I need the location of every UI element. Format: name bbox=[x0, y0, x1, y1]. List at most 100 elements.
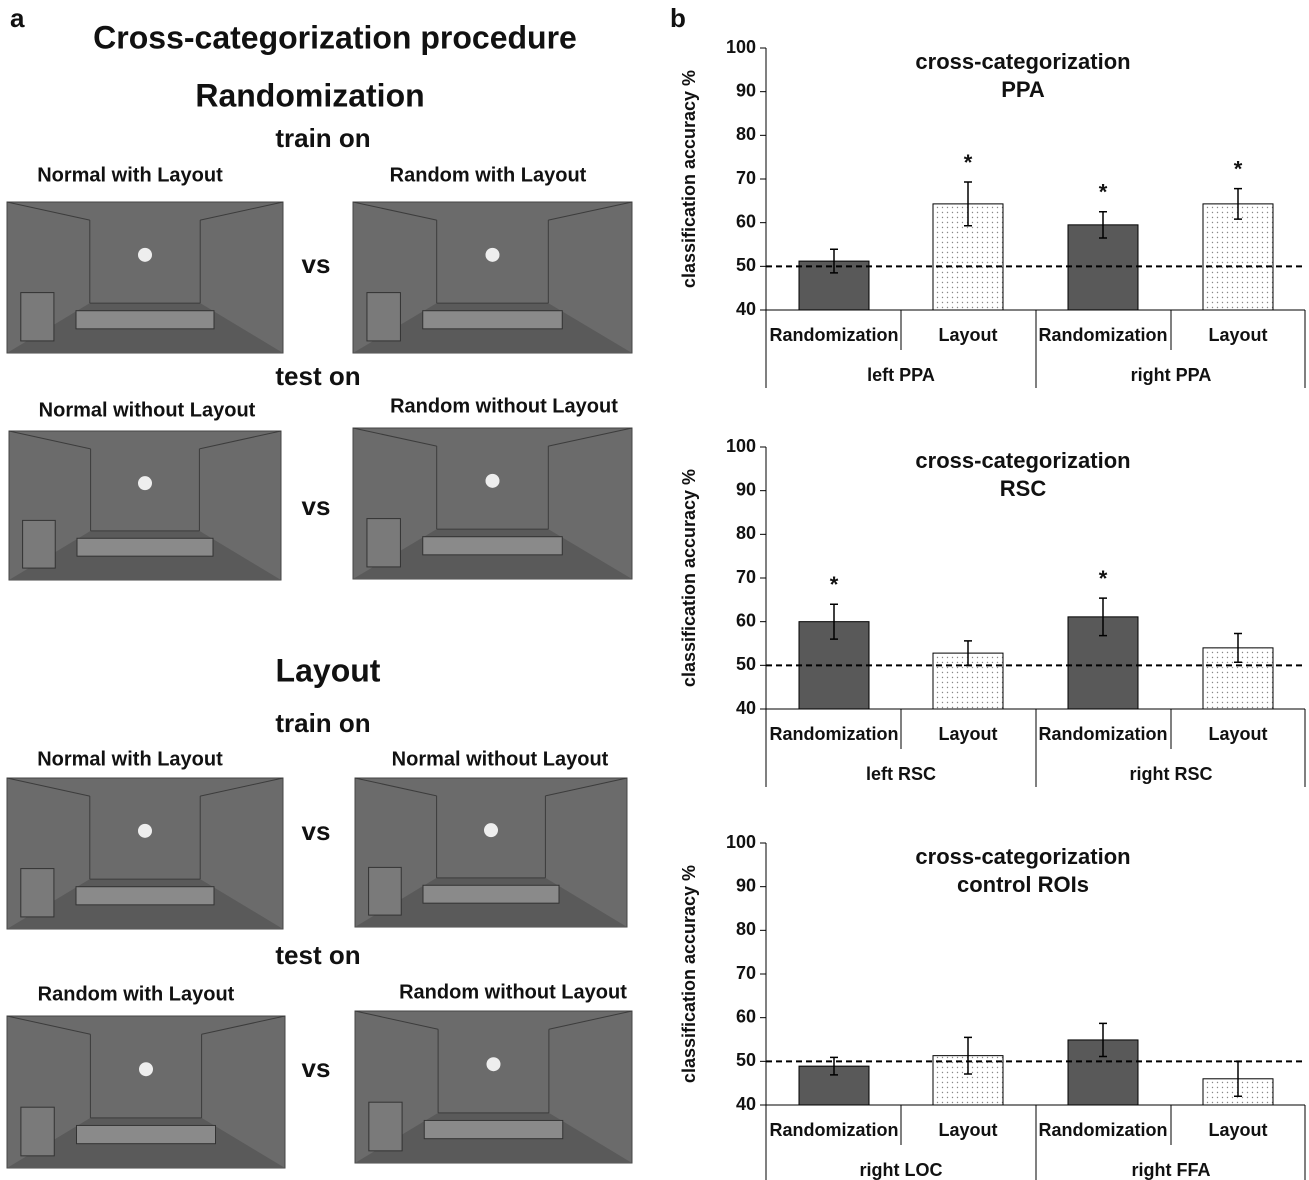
y-tick-label: 80 bbox=[736, 523, 756, 543]
y-tick-label: 80 bbox=[736, 919, 756, 939]
x-tick-label: Layout bbox=[938, 325, 997, 345]
scene-lamp bbox=[138, 248, 152, 262]
y-axis-label: classification accuracy % bbox=[679, 70, 699, 288]
scene-furniture bbox=[423, 537, 563, 555]
x-tick-label: Randomization bbox=[1039, 724, 1168, 744]
scene-image bbox=[355, 1011, 632, 1163]
vs-label: vs bbox=[302, 816, 331, 846]
y-tick-label: 70 bbox=[736, 963, 756, 983]
scene-shelf bbox=[369, 867, 402, 915]
y-tick-label: 60 bbox=[736, 1006, 756, 1026]
scene-furniture bbox=[77, 1125, 216, 1143]
x-tick-label: Randomization bbox=[1039, 325, 1168, 345]
y-tick-label: 40 bbox=[736, 698, 756, 718]
condition-label: Normal without Layout bbox=[39, 399, 256, 421]
chart-title: cross-categorization bbox=[915, 448, 1130, 473]
scene-image bbox=[353, 202, 632, 353]
x-tick-label: Layout bbox=[1208, 724, 1267, 744]
x-tick-label: Randomization bbox=[770, 1120, 899, 1140]
y-tick-label: 70 bbox=[736, 567, 756, 587]
vs-label: vs bbox=[302, 1053, 331, 1083]
y-tick-label: 100 bbox=[726, 832, 756, 852]
scene-shelf bbox=[23, 520, 56, 568]
group-label: right FFA bbox=[1132, 1160, 1211, 1180]
scene-lamp bbox=[139, 1062, 153, 1076]
bar-chart: cross-categorization RSC classification ac… bbox=[679, 436, 1305, 787]
scene-furniture bbox=[76, 887, 214, 905]
significance-marker: * bbox=[964, 150, 973, 175]
y-tick-label: 90 bbox=[736, 875, 756, 895]
procedure: Randomization train on test on Normal with … bbox=[7, 77, 632, 1168]
chart-title: cross-categorization bbox=[915, 49, 1130, 74]
scene-shelf bbox=[367, 293, 400, 341]
test-label: test on bbox=[275, 361, 360, 391]
group-label: left RSC bbox=[866, 764, 936, 784]
panel-label: b bbox=[670, 3, 686, 33]
x-tick-label: Randomization bbox=[1039, 1120, 1168, 1140]
condition-label: Normal with Layout bbox=[37, 164, 223, 186]
scene-image bbox=[7, 778, 283, 929]
scene-image bbox=[353, 428, 632, 579]
scene-shelf bbox=[21, 1107, 54, 1156]
y-tick-label: 40 bbox=[736, 1094, 756, 1114]
bar-chart: cross-categorization control ROIs classifi… bbox=[679, 832, 1305, 1180]
scene-furniture bbox=[423, 885, 559, 903]
scene-image bbox=[7, 1016, 285, 1168]
scene-furniture bbox=[424, 1120, 563, 1138]
scene-image bbox=[9, 431, 281, 580]
train-label: train on bbox=[275, 708, 370, 738]
group-label: left PPA bbox=[867, 365, 935, 385]
condition-label: Random without Layout bbox=[390, 395, 618, 417]
y-axis-label: classification accuracy % bbox=[679, 865, 699, 1083]
scene-shelf bbox=[367, 519, 400, 567]
x-tick-label: Layout bbox=[1208, 1120, 1267, 1140]
scene-furniture bbox=[76, 311, 214, 329]
significance-marker: * bbox=[830, 572, 839, 597]
condition-label: Normal with Layout bbox=[37, 748, 223, 770]
scene-lamp bbox=[486, 248, 500, 262]
x-tick-label: Randomization bbox=[770, 724, 899, 744]
panel-label: a bbox=[10, 3, 25, 33]
significance-marker: * bbox=[1099, 180, 1108, 205]
y-tick-label: 50 bbox=[736, 1050, 756, 1070]
chart-title: RSC bbox=[1000, 476, 1047, 501]
chart-title: control ROIs bbox=[957, 872, 1089, 897]
x-tick-label: Layout bbox=[1208, 325, 1267, 345]
train-label: train on bbox=[275, 123, 370, 153]
y-tick-label: 90 bbox=[736, 80, 756, 100]
y-tick-label: 90 bbox=[736, 479, 756, 499]
vs-label: vs bbox=[302, 491, 331, 521]
group-label: right PPA bbox=[1131, 365, 1212, 385]
scene-shelf bbox=[21, 293, 54, 341]
group-label: right LOC bbox=[860, 1160, 943, 1180]
panel-title: Cross-categorization procedure bbox=[93, 19, 577, 55]
scene-furniture bbox=[423, 311, 563, 329]
y-tick-label: 60 bbox=[736, 610, 756, 630]
scene-shelf bbox=[369, 1102, 402, 1151]
condition-label: Random without Layout bbox=[399, 981, 627, 1003]
y-tick-label: 50 bbox=[736, 654, 756, 674]
scene-lamp bbox=[138, 824, 152, 838]
scene-lamp bbox=[487, 1057, 501, 1071]
scene-shelf bbox=[21, 869, 54, 917]
group-label: right RSC bbox=[1130, 764, 1213, 784]
y-tick-label: 80 bbox=[736, 124, 756, 144]
test-label: test on bbox=[275, 940, 360, 970]
significance-marker: * bbox=[1099, 566, 1108, 591]
chart-title: cross-categorization bbox=[915, 844, 1130, 869]
scene-furniture bbox=[77, 538, 213, 556]
condition-label: Random with Layout bbox=[390, 164, 587, 186]
scene-lamp bbox=[138, 476, 152, 490]
x-tick-label: Randomization bbox=[770, 325, 899, 345]
scene-lamp bbox=[484, 823, 498, 837]
y-axis-label: classification accuracy % bbox=[679, 469, 699, 687]
section-heading: Randomization bbox=[195, 77, 424, 113]
condition-label: Normal without Layout bbox=[392, 748, 609, 770]
scene-image bbox=[7, 202, 283, 353]
y-tick-label: 40 bbox=[736, 299, 756, 319]
scene-lamp bbox=[486, 474, 500, 488]
significance-marker: * bbox=[1234, 156, 1243, 181]
scene-image bbox=[355, 778, 627, 927]
x-tick-label: Layout bbox=[938, 724, 997, 744]
